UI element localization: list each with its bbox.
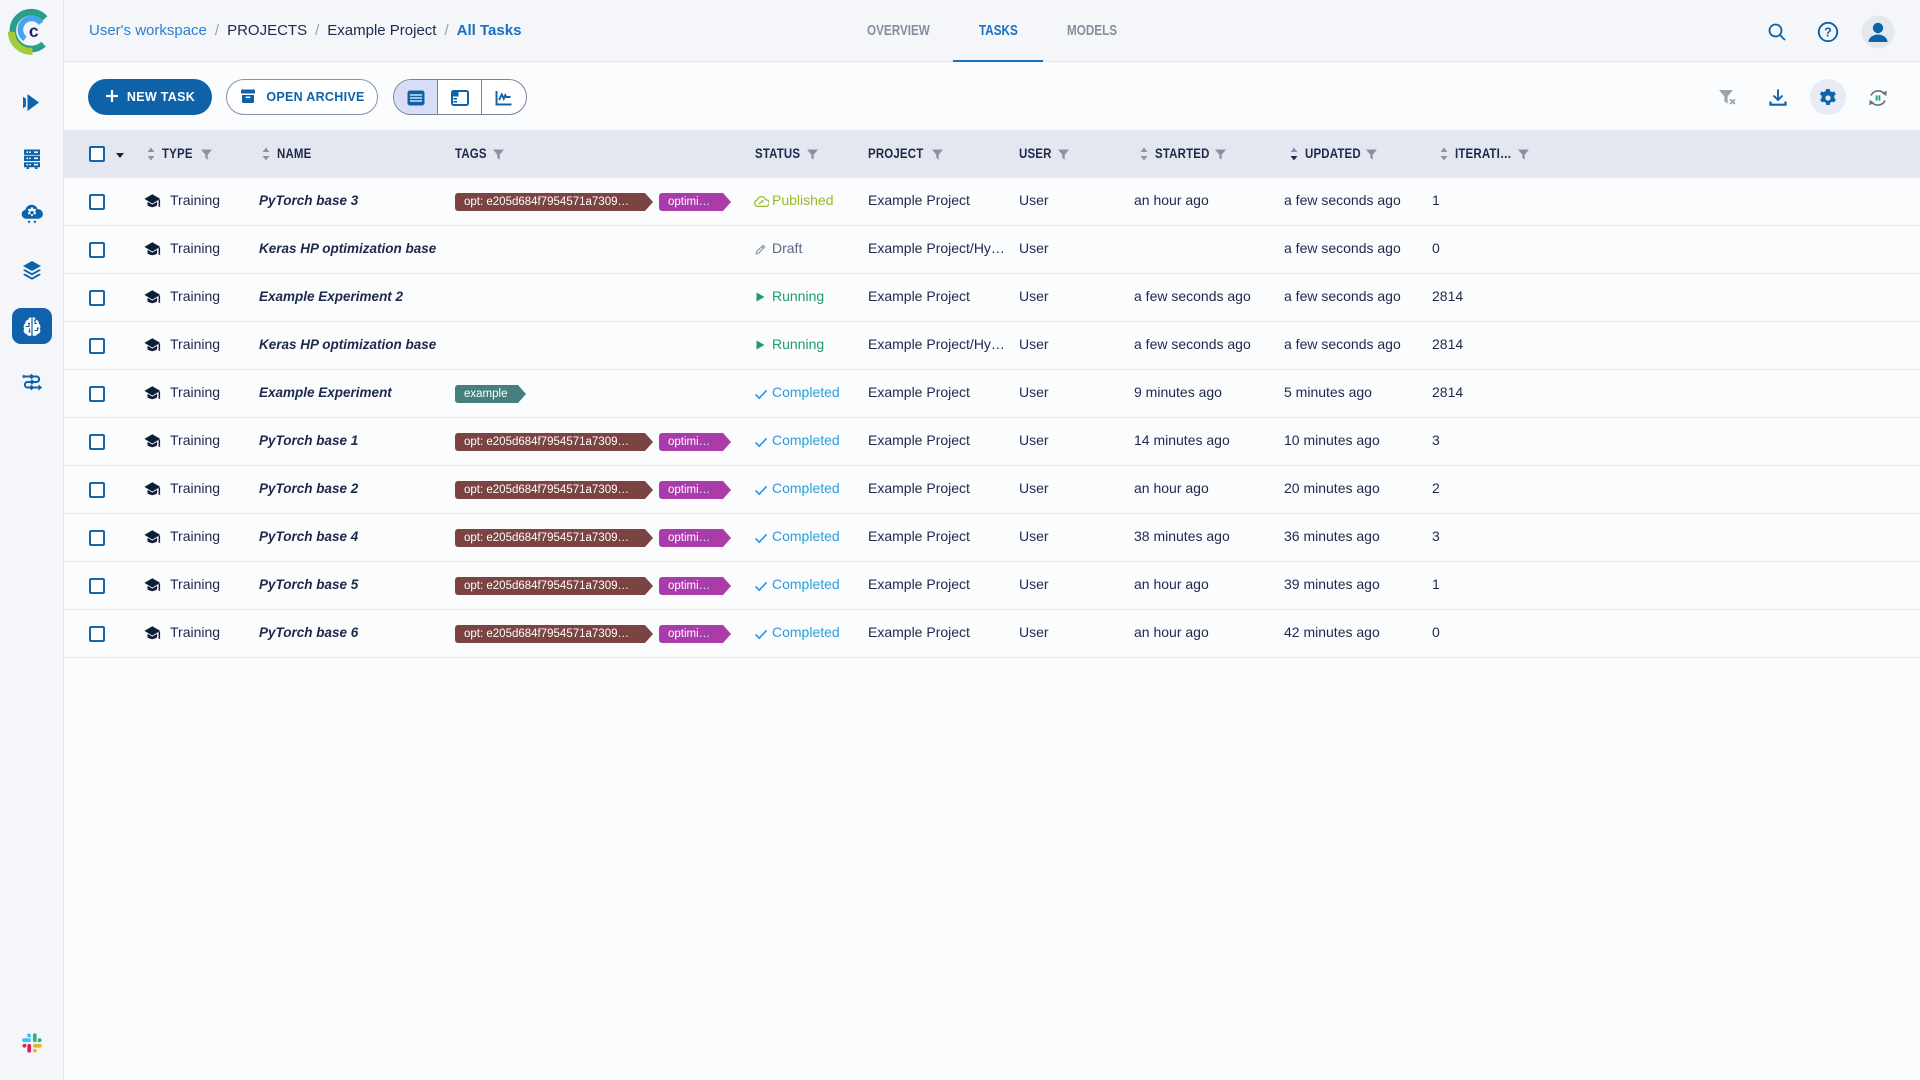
svg-text:c: c (29, 21, 39, 41)
svg-text:?: ? (1824, 26, 1832, 40)
